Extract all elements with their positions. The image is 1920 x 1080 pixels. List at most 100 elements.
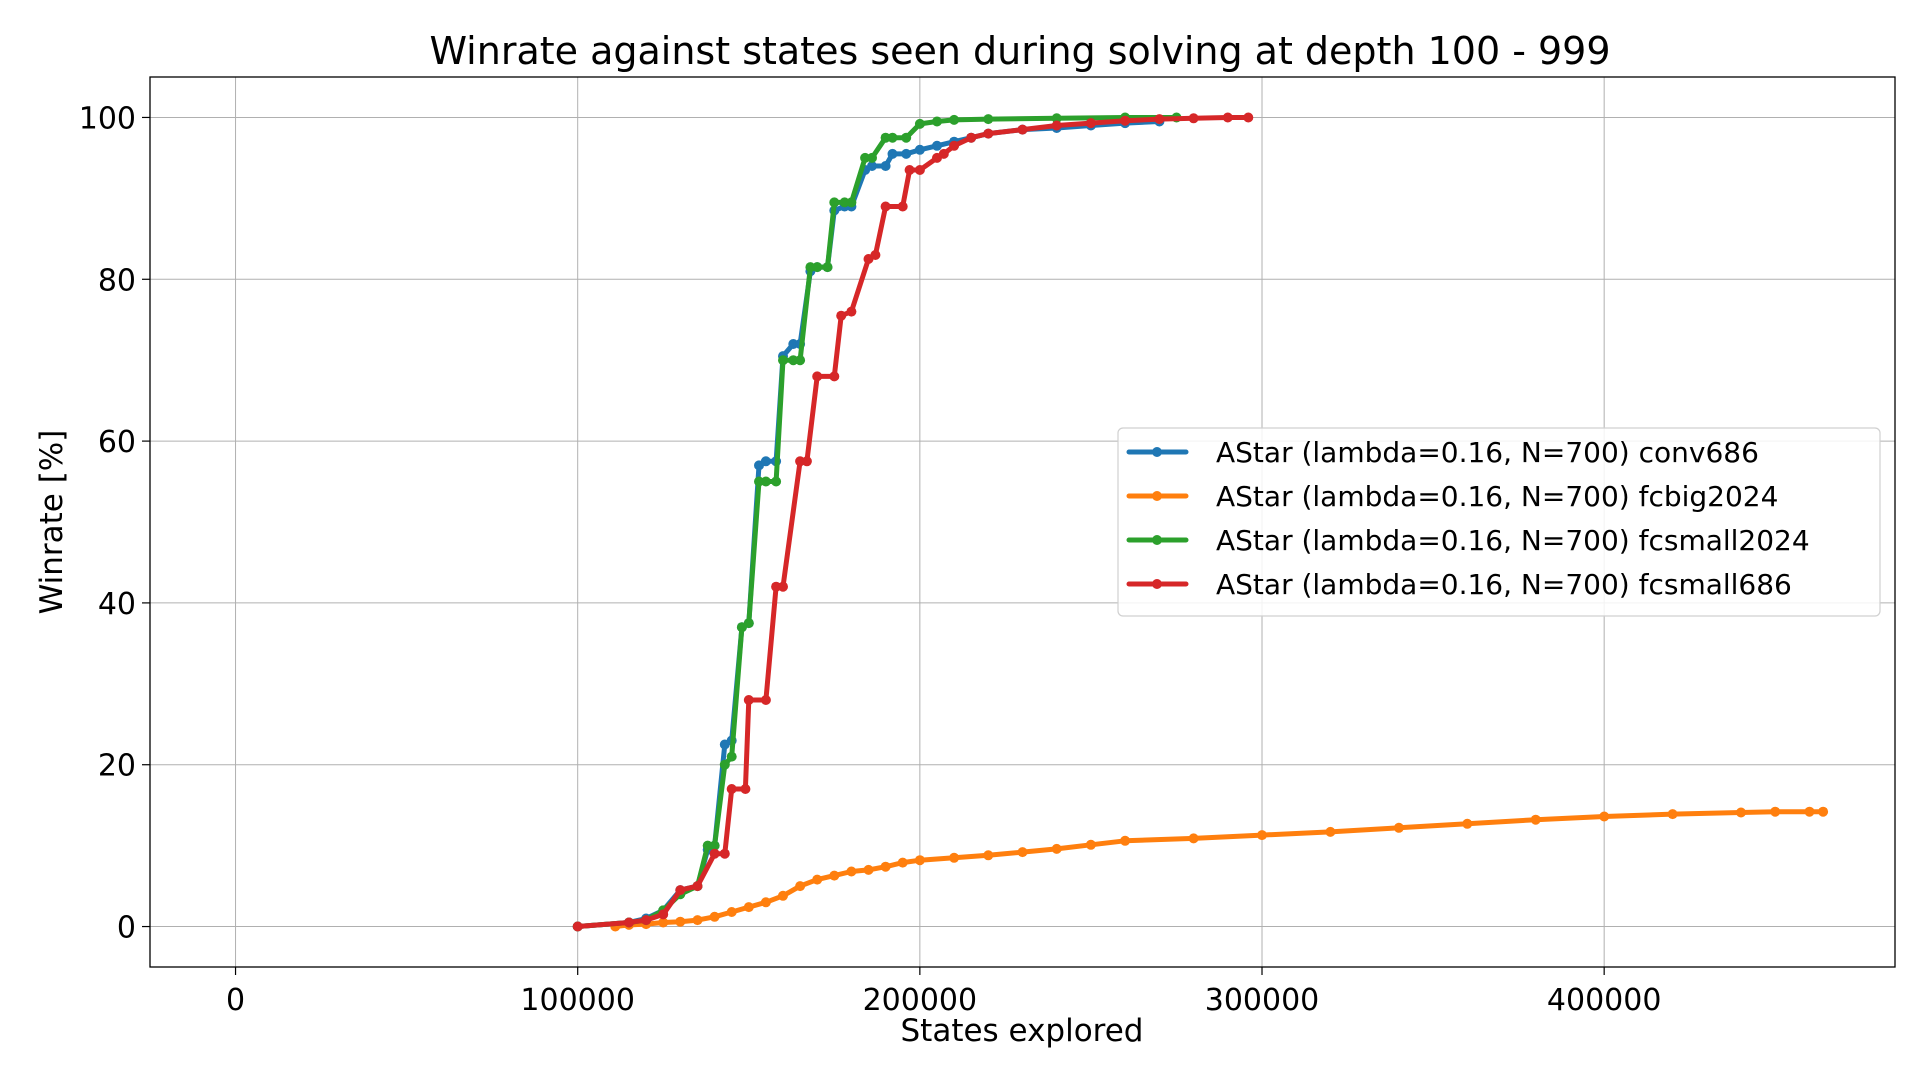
axis-ticks: 0 100000 200000 300000 400000 0 20 40 60 80 100: [79, 101, 1662, 1018]
data-point: [675, 885, 686, 896]
data-point: [932, 140, 942, 151]
data-point: [760, 476, 771, 487]
data-point: [760, 897, 771, 908]
y-tick-label: 0: [117, 911, 136, 946]
data-point: [675, 916, 686, 927]
data-point: [658, 909, 669, 920]
data-point: [726, 784, 737, 794]
data-point: [743, 695, 754, 705]
data-point: [1770, 806, 1781, 817]
data-point: [795, 355, 806, 366]
data-point: [1325, 826, 1336, 837]
data-point: [801, 456, 812, 467]
data-point: [1222, 112, 1233, 123]
data-point: [812, 371, 823, 382]
data-point: [914, 118, 925, 129]
data-point: [1393, 822, 1404, 833]
data-point: [983, 114, 994, 125]
data-point: [719, 848, 730, 859]
legend: AStar (lambda=0.16, N=700) conv686 AStar …: [1117, 427, 1881, 617]
data-point: [1667, 809, 1678, 820]
data-point: [709, 848, 720, 859]
data-point: [709, 840, 720, 851]
data-point: [795, 881, 806, 892]
data-point: [880, 861, 891, 872]
legend-label: AStar (lambda=0.16, N=700) fcsmall686: [1216, 568, 1792, 601]
data-point: [829, 870, 840, 881]
data-point: [863, 864, 874, 875]
data-point: [1530, 814, 1541, 825]
data-point: [932, 116, 942, 127]
data-point: [966, 132, 977, 143]
data-point: [1017, 847, 1028, 858]
data-point: [870, 250, 881, 260]
data-point: [1736, 807, 1746, 818]
data-point: [726, 907, 737, 917]
series-4: [572, 112, 1254, 932]
data-point: [880, 132, 891, 143]
y-tick-label: 40: [98, 587, 136, 622]
data-point: [914, 855, 925, 866]
x-tick-label: 400000: [1547, 983, 1662, 1018]
series-2: [610, 806, 1829, 932]
data-point: [846, 866, 857, 877]
data-point: [1120, 115, 1131, 126]
data-point: [949, 852, 960, 863]
data-point: [880, 161, 891, 171]
data-point: [760, 456, 771, 467]
data-point: [1085, 839, 1096, 850]
data-point: [771, 476, 782, 487]
data-point: [1599, 811, 1610, 822]
data-point: [778, 890, 788, 901]
legend-marker: [1152, 491, 1162, 501]
data-point: [778, 581, 788, 592]
series-lines: [572, 112, 1829, 932]
data-point: [860, 152, 871, 163]
data-point: [1188, 113, 1199, 124]
data-point: [719, 759, 730, 770]
legend-marker: [1152, 535, 1162, 545]
data-point: [897, 857, 908, 868]
y-tick-label: 60: [98, 425, 136, 460]
data-point: [1051, 120, 1062, 131]
data-point: [709, 911, 720, 922]
data-point: [692, 915, 703, 926]
data-point: [829, 197, 840, 208]
data-point: [901, 148, 912, 159]
data-point: [846, 197, 857, 208]
legend-label: AStar (lambda=0.16, N=700) fcsmall2024: [1216, 524, 1810, 557]
data-point: [867, 161, 877, 171]
data-point: [983, 850, 994, 861]
data-point: [1818, 806, 1829, 817]
data-point: [743, 618, 754, 629]
data-point: [822, 262, 833, 273]
data-point: [1462, 818, 1473, 829]
data-point: [1085, 118, 1096, 129]
data-point: [740, 784, 751, 794]
data-point: [743, 902, 754, 913]
legend-marker: [1152, 447, 1162, 457]
data-point: [846, 306, 857, 317]
data-point: [914, 165, 925, 175]
y-tick-label: 100: [79, 101, 136, 136]
data-point: [572, 921, 583, 932]
x-tick-label: 100000: [520, 983, 635, 1018]
data-point: [901, 132, 912, 143]
data-point: [949, 140, 960, 151]
data-point: [754, 476, 764, 487]
y-axis-label: Winrate [%]: [34, 430, 70, 615]
plot-border: [149, 76, 1896, 968]
y-tick-label: 80: [98, 263, 136, 298]
data-point: [836, 310, 847, 321]
data-point: [1051, 843, 1062, 854]
x-tick-label: 0: [226, 983, 245, 1018]
data-point: [1804, 806, 1815, 817]
data-point: [812, 262, 823, 273]
y-tick-label: 20: [98, 749, 136, 784]
data-point: [897, 201, 908, 212]
data-point: [887, 132, 898, 143]
data-point: [1188, 833, 1199, 844]
data-point: [624, 917, 634, 928]
data-point: [658, 917, 669, 928]
